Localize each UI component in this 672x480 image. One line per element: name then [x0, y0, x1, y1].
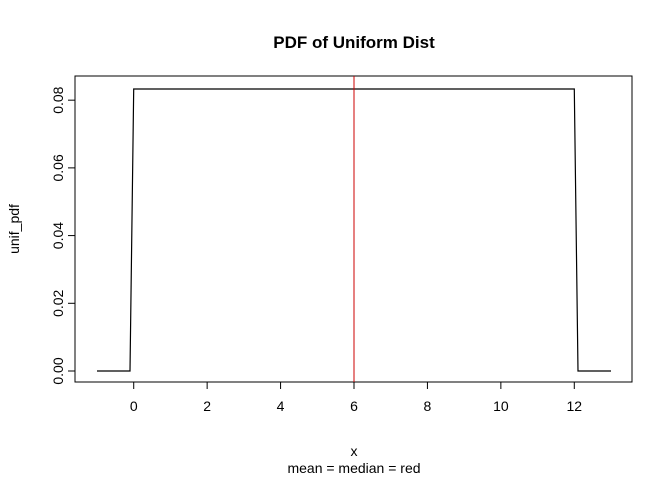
x-tick-label: 12 — [566, 398, 582, 414]
x-tick-label: 8 — [424, 398, 432, 414]
series-layer — [97, 76, 611, 382]
y-tick-label: 0.02 — [50, 289, 66, 316]
x-tick-label: 2 — [203, 398, 211, 414]
x-tick-label: 10 — [493, 398, 509, 414]
y-tick-label: 0.08 — [50, 86, 66, 113]
y-tick-label: 0.06 — [50, 154, 66, 181]
y-axis-label: unif_pdf — [6, 204, 22, 254]
x-axis: 0 2 4 6 8 10 12 — [130, 381, 582, 414]
x-axis-label: x — [351, 443, 358, 459]
y-tick-label: 0.00 — [50, 357, 66, 384]
x-tick-label: 6 — [350, 398, 358, 414]
x-tick-label: 0 — [130, 398, 138, 414]
y-tick-label: 0.04 — [50, 222, 66, 249]
x-tick-label: 4 — [277, 398, 285, 414]
chart-title: PDF of Uniform Dist — [273, 33, 435, 52]
y-axis: 0.00 0.02 0.04 0.06 0.08 — [50, 86, 76, 385]
chart-subtitle: mean = median = red — [287, 460, 420, 476]
